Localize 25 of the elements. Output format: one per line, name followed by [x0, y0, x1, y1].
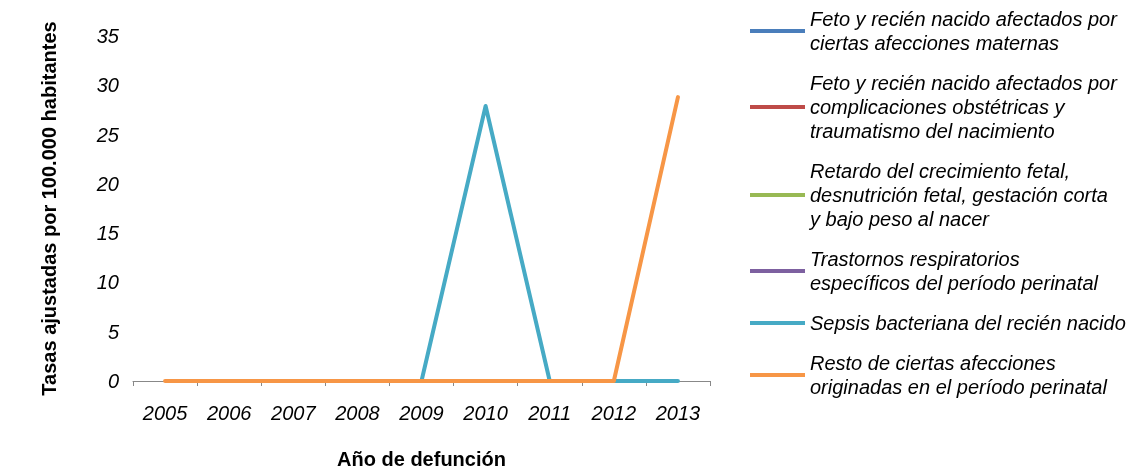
legend-label: Feto y recién nacido afectados por ciertas afecciones maternas: [810, 8, 1123, 54]
legend-label: Feto y recién nacido afectados por complicaciones obstétricas y traumatismo del nacimiento: [810, 72, 1123, 142]
x-tick-label: 2006: [205, 402, 253, 424]
y-tick-label: 25: [95, 123, 120, 146]
legend-label: Resto de ciertas afecciones originadas en el período perinatal: [810, 352, 1108, 398]
x-tick-label: 2012: [590, 402, 637, 424]
y-tick-label: 15: [96, 222, 120, 245]
y-axis-title: Tasas ajustadas por 100.000 habitantes: [38, 21, 60, 396]
x-tick-label: 2009: [398, 402, 444, 424]
y-tick-label: 0: [107, 370, 119, 392]
y-tick-label: 20: [95, 172, 119, 195]
y-tick-label: 35: [96, 25, 120, 47]
legend-label: Retardo del crecimiento fetal, desnutrición fetal, gestación corta y bajo peso al nacer: [808, 160, 1114, 230]
x-tick-label: 2007: [270, 402, 317, 424]
y-tick-label: 30: [96, 74, 119, 97]
legend-label: Sepsis bacteriana del recién nacido: [810, 312, 1126, 334]
x-tick-label: 2011: [527, 402, 572, 424]
x-tick-label: 2005: [141, 402, 189, 424]
x-tick-label: 2010: [462, 402, 508, 424]
x-tick-label: 2008: [334, 402, 380, 424]
legend-label: Trastornos respiratorios específicos del período perinatal: [810, 248, 1099, 294]
y-tick-label: 5: [107, 320, 120, 343]
x-axis-title: Año de defunción: [337, 448, 506, 470]
x-tick-label: 2013: [654, 402, 701, 424]
y-tick-label: 10: [96, 271, 119, 294]
